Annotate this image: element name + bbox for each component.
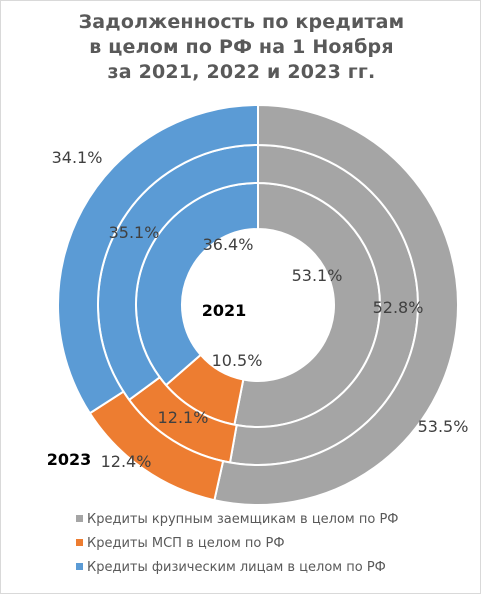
data-label-inner-large-borrowers: 53.1% (292, 266, 343, 285)
rings-group (57, 103, 459, 506)
chart-title: Задолженность по кредитам в целом по РФ … (0, 10, 483, 85)
legend-label-individuals: Кредиты физическим лицам в целом по РФ (87, 560, 386, 575)
title-line-3: за 2021, 2022 и 2023 гг. (107, 61, 376, 83)
title-line-2: в целом по РФ на 1 Ноября (89, 36, 394, 58)
slice-outer-large-borrowers (213, 103, 459, 506)
legend-swatch-sme (76, 539, 83, 546)
data-label-middle-large-borrowers: 52.8% (373, 298, 424, 317)
legend-item-sme: Кредиты МСП в целом по РФ (76, 532, 398, 556)
data-label-inner-individuals: 36.4% (203, 235, 254, 254)
data-label-outer-sme: 12.4% (101, 452, 152, 471)
legend-label-large-borrowers: Кредиты крупным заемщикам в целом по РФ (87, 512, 399, 527)
series-label-2021: 2021 (202, 301, 247, 320)
data-label-inner-sme: 10.5% (212, 351, 263, 370)
series-label-2023: 2023 (47, 450, 92, 469)
labels-group: 53.1% 10.5% 36.4% 52.8% 12.1% 35.1% 53.5% 12.4%… (47, 148, 469, 471)
legend-item-large-borrowers: Кредиты крупным заемщикам в целом по РФ (76, 508, 398, 532)
legend-swatch-large-borrowers (76, 515, 83, 522)
slice-outer-individuals (57, 103, 259, 415)
data-label-outer-large-borrowers: 53.5% (418, 417, 469, 436)
data-label-middle-sme: 12.1% (158, 408, 209, 427)
legend-item-individuals: Кредиты физическим лицам в целом по РФ (76, 556, 398, 580)
data-label-middle-individuals: 35.1% (109, 223, 160, 242)
legend-label-sme: Кредиты МСП в целом по РФ (87, 536, 285, 551)
title-line-1: Задолженность по кредитам (78, 11, 405, 33)
legend-swatch-individuals (76, 563, 83, 570)
legend: Кредиты крупным заемщикам в целом по РФ … (76, 508, 398, 580)
data-label-outer-individuals: 34.1% (52, 148, 103, 167)
